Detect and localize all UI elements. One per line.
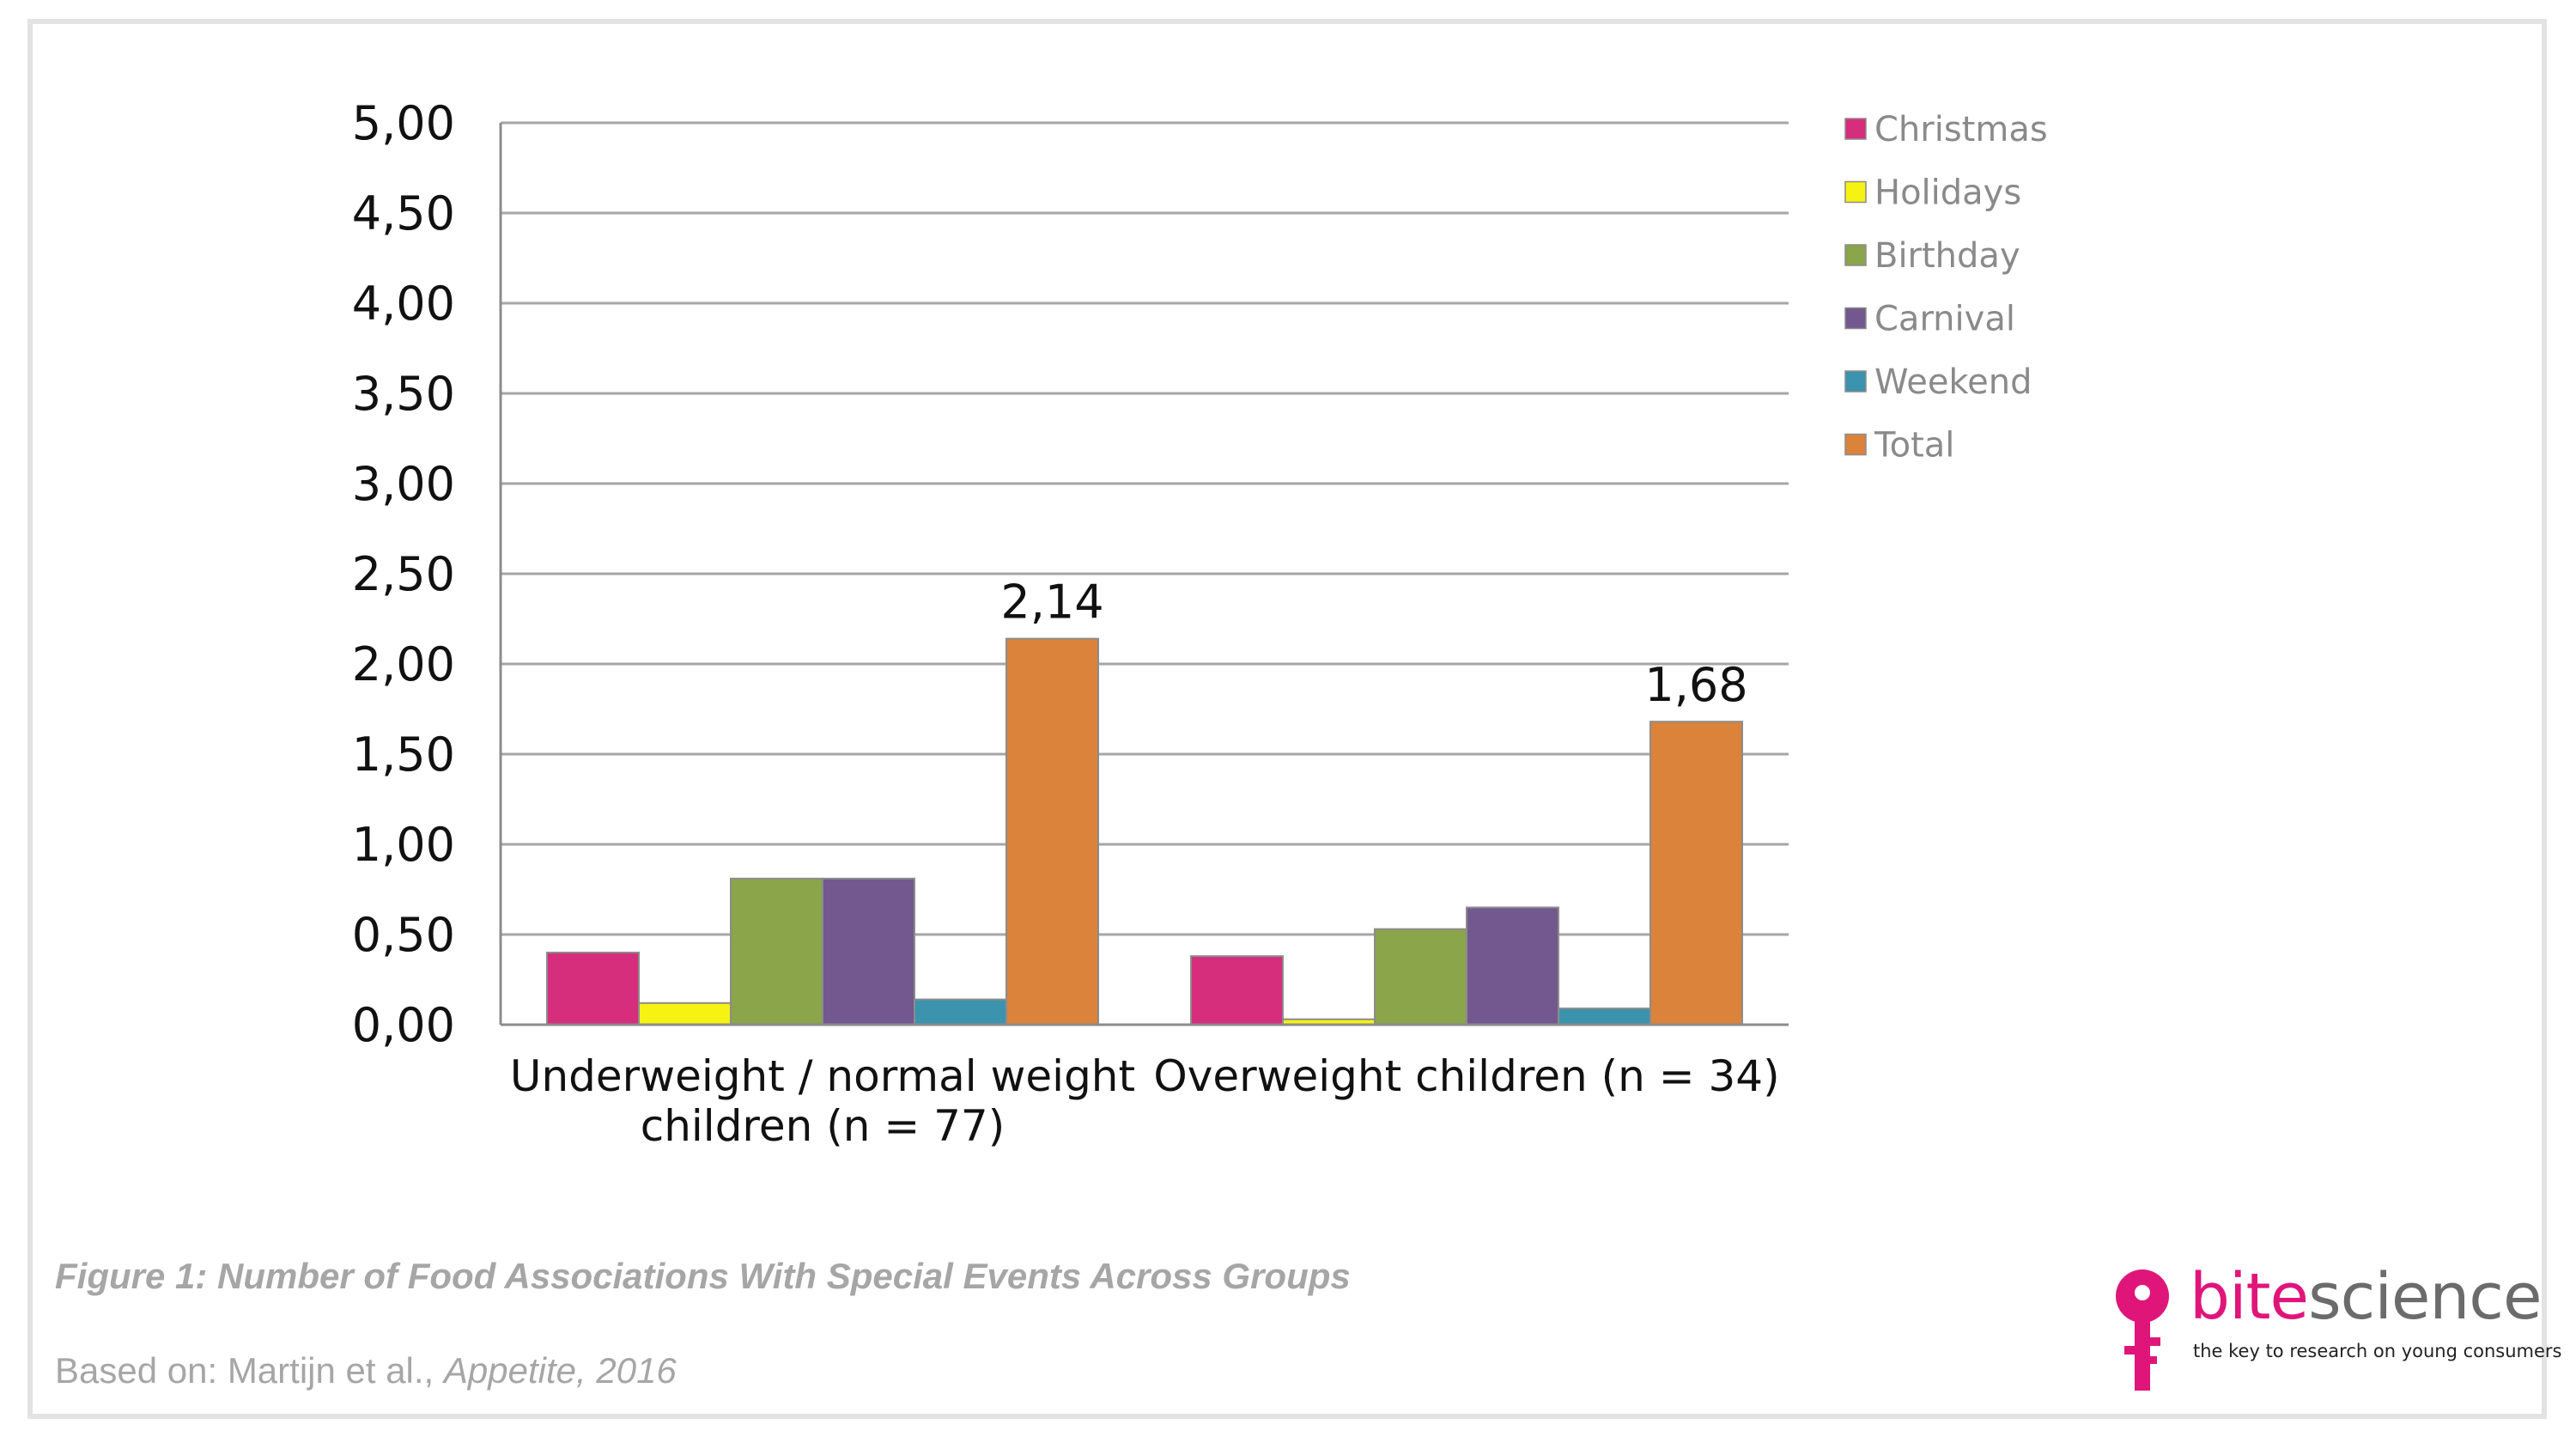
figure-frame: [27, 19, 2547, 1419]
bar-holidays: [638, 1002, 732, 1026]
logo-word-science: science: [2308, 1260, 2542, 1334]
grid-lines: [501, 121, 1789, 936]
category-label: children (n = 77): [641, 1101, 1005, 1151]
legend-label-holidays: Holidays: [1874, 174, 2021, 213]
legend: Christmas Holidays Birthday Carnival Weekend…: [1844, 110, 2048, 466]
bar-total: [1649, 721, 1743, 1026]
bar-christmas: [1190, 955, 1284, 1026]
bar-total: [1005, 637, 1099, 1026]
labels: 0,00 0,50 1,00 1,50 2,00 2,50 3,00 3,50 4,00 4,50…: [352, 96, 1780, 1151]
legend-label-carnival: Carnival: [1874, 300, 2015, 339]
category-label: Overweight children (n = 34): [1153, 1051, 1779, 1101]
legend-swatch-total: [1844, 433, 1867, 456]
y-tick-label: 4,00: [352, 277, 455, 331]
source-journal: Appetite, 2016: [443, 1350, 677, 1391]
figure-source: Based on: Martijn et al., Appetite, 2016: [55, 1350, 677, 1391]
bar-birthday: [1374, 928, 1467, 1026]
axes: [499, 123, 1789, 1026]
legend-swatch-weekend: [1844, 370, 1867, 393]
bars: [546, 637, 1743, 1026]
legend-swatch-holidays: [1844, 180, 1867, 204]
figure-caption: Figure 1: Number of Food Associations Wi…: [55, 1256, 1351, 1296]
bitescience-logo: bitescience the key to research on young…: [2112, 1260, 2562, 1396]
logo-word-bite: bite: [2190, 1260, 2309, 1334]
bar-weekend: [1558, 1008, 1651, 1026]
legend-swatch-birthday: [1844, 244, 1867, 266]
source-prefix: Based on: Martijn et al.,: [55, 1350, 444, 1391]
legend-label-weekend: Weekend: [1874, 362, 2032, 402]
data-label: 2,14: [1000, 575, 1103, 630]
y-tick-label: 4,50: [352, 186, 455, 240]
y-tick-label: 1,00: [352, 818, 455, 872]
logo-tagline: the key to research on young consumers: [2193, 1341, 2562, 1361]
logo-wordmark: bitescience: [2190, 1260, 2543, 1334]
legend-label-total: Total: [1874, 426, 1954, 466]
y-tick-label: 0,00: [352, 998, 455, 1052]
y-tick-label: 5,00: [352, 96, 455, 150]
legend-swatch-carnival: [1844, 307, 1867, 330]
bar-birthday: [730, 877, 823, 1026]
legend-label-birthday: Birthday: [1874, 236, 2020, 276]
y-tick-label: 2,50: [352, 547, 455, 601]
y-tick-label: 1,50: [352, 728, 455, 782]
legend-label-christmas: Christmas: [1874, 110, 2048, 149]
bar-weekend: [914, 998, 1007, 1026]
bar-carnival: [1466, 906, 1559, 1026]
y-tick-label: 2,00: [352, 637, 455, 691]
bar-christmas: [546, 952, 640, 1026]
bar-carnival: [822, 877, 915, 1026]
y-tick-label: 0,50: [352, 908, 455, 962]
key-icon: [2116, 1269, 2169, 1391]
legend-swatch-christmas: [1844, 118, 1867, 140]
category-label: Underweight / normal weight: [510, 1051, 1135, 1101]
data-label: 1,68: [1644, 658, 1747, 712]
y-tick-label: 3,50: [352, 367, 455, 421]
y-tick-label: 3,00: [352, 457, 455, 511]
